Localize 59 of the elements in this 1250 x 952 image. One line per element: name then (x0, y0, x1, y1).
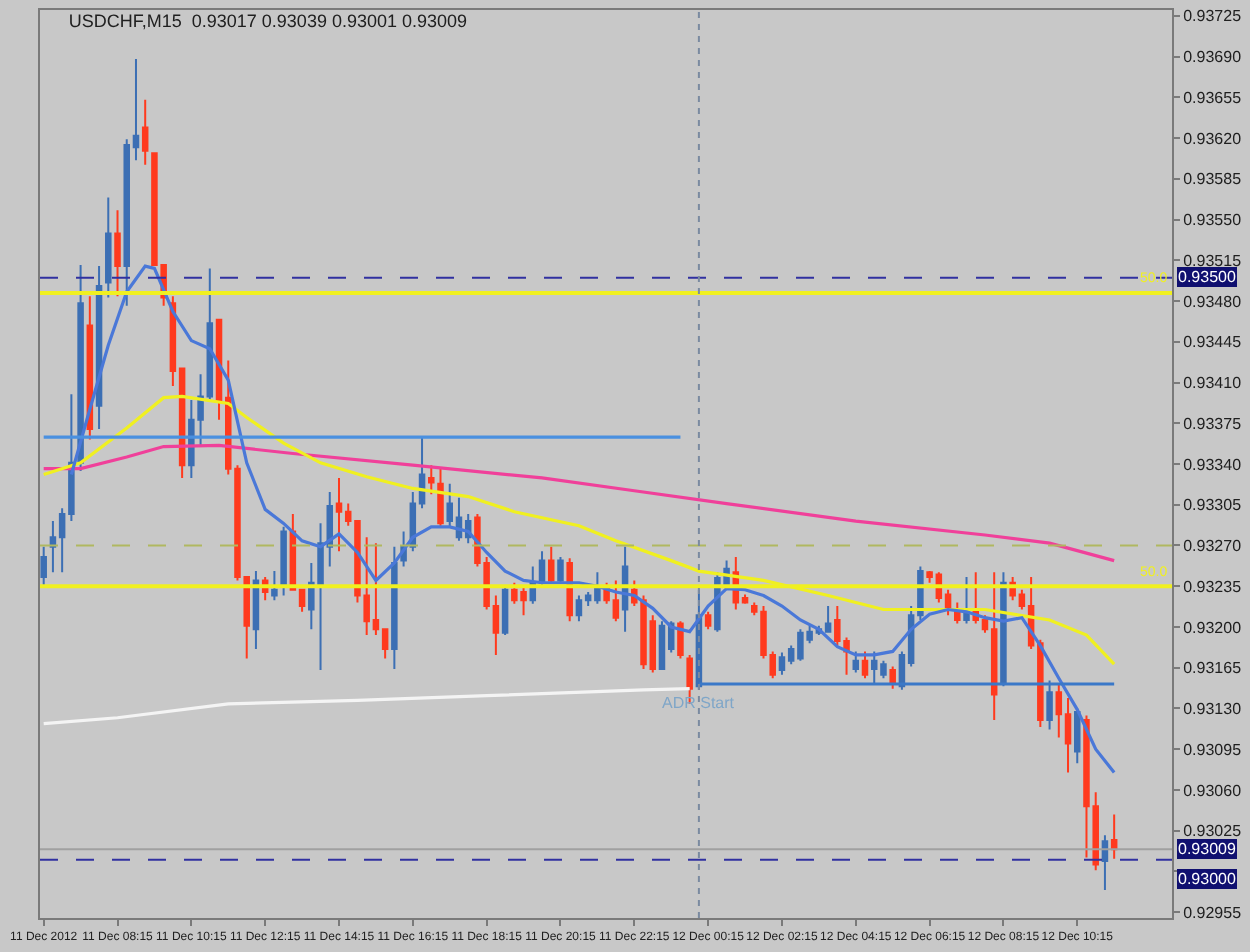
annotation: ADR Start (662, 694, 736, 712)
candlestick (704, 610, 712, 631)
y-tick-label: 0.93655 (1183, 88, 1243, 107)
y-tick-label: 0.93025 (1183, 822, 1243, 841)
candlestick (141, 98, 149, 166)
candlestick (889, 665, 896, 690)
y-tick-label: 0.93690 (1183, 48, 1243, 67)
candlestick (861, 650, 869, 680)
y-tick-label: 0.93130 (1183, 700, 1243, 719)
y-tick-label: 0.92955 (1183, 903, 1243, 922)
candlestick (335, 476, 343, 553)
y-tick-label: 0.93550 (1183, 211, 1243, 230)
y-tick-label: 0.93235 (1183, 577, 1243, 596)
y-tick-label: 0.93515 (1183, 251, 1243, 270)
candlestick (557, 556, 564, 585)
candlestick (77, 263, 84, 472)
candlestick (271, 570, 278, 602)
candlestick (677, 620, 684, 660)
candlestick (1110, 813, 1118, 860)
candlestick (105, 196, 112, 299)
y-tick-label: 0.93060 (1183, 781, 1243, 800)
candlestick (547, 545, 555, 585)
candlestick (963, 575, 970, 625)
candlestick (852, 650, 860, 674)
ref-line-label: 0.93500 (1178, 268, 1237, 286)
candlestick (40, 545, 47, 588)
y-tick-label: 0.93445 (1183, 333, 1243, 352)
y-tick-label: 0.93165 (1183, 659, 1243, 678)
y-tick-label: 0.93270 (1183, 537, 1243, 556)
candlestick (1046, 679, 1053, 731)
y-tick-label: 0.93200 (1183, 618, 1243, 637)
candlestick (1000, 571, 1007, 688)
y-tick-label: 0.93410 (1183, 374, 1243, 393)
chart-title: USDCHF,M15 0.93017 0.93039 0.93001 0.93009 (68, 10, 468, 31)
y-tick-label: 0.93095 (1183, 740, 1243, 759)
y-tick-label: 0.93585 (1183, 170, 1243, 189)
ref-line-label: 0.93000 (1178, 870, 1237, 888)
ref-line-label: 0.93009 (1178, 840, 1237, 858)
candlestick (501, 585, 509, 637)
candlestick (280, 525, 287, 597)
line-series (69, 264, 1116, 775)
candlestick (575, 594, 583, 623)
y-tick-label: 0.93375 (1183, 414, 1243, 433)
candlestick (824, 605, 832, 634)
y-tick-label: 0.93305 (1183, 496, 1243, 515)
candlestick (252, 570, 260, 651)
y-tick-label: 0.93480 (1183, 292, 1243, 311)
candlestick (114, 209, 121, 298)
line-series (42, 443, 1116, 563)
candlestick (778, 651, 786, 676)
candlestick (1101, 834, 1109, 892)
line-series (42, 687, 692, 726)
y-tick-label: 0.93340 (1183, 455, 1243, 474)
candlestick (391, 545, 398, 670)
candlestick (990, 571, 998, 722)
y-tick-label: 0.93725 (1183, 7, 1243, 26)
candlestick (1074, 707, 1081, 765)
candlestick (658, 620, 666, 672)
y-tick-label: 0.93620 (1183, 129, 1243, 148)
